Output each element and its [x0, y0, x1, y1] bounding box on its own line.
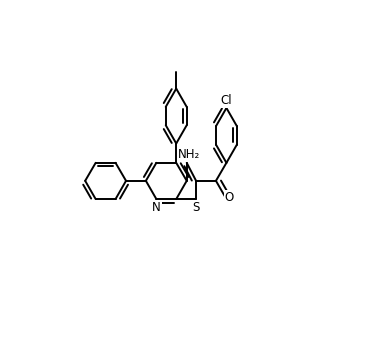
- Text: N: N: [152, 201, 161, 214]
- Text: S: S: [193, 201, 200, 214]
- Text: O: O: [225, 191, 234, 204]
- Text: Cl: Cl: [221, 94, 232, 107]
- Text: NH₂: NH₂: [178, 148, 200, 161]
